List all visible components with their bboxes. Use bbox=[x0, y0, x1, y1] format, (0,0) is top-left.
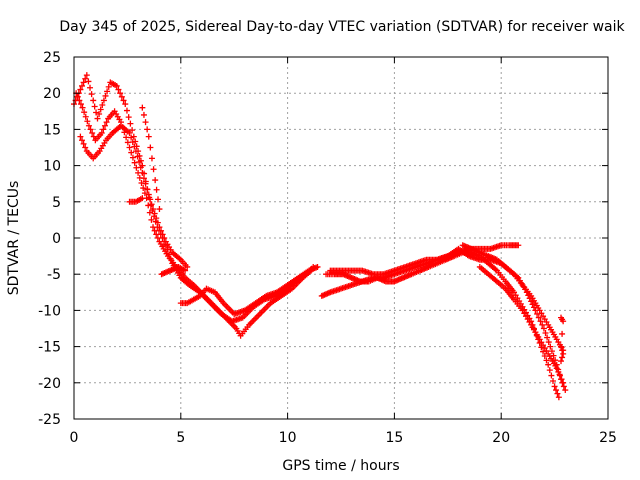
y-tick-label: 5 bbox=[52, 195, 61, 211]
series-track-11 bbox=[476, 263, 567, 386]
y-tick-label: 20 bbox=[43, 86, 61, 102]
x-tick-label: 10 bbox=[279, 430, 297, 446]
x-tick-label: 25 bbox=[599, 430, 617, 446]
y-tick-label: -25 bbox=[38, 412, 61, 428]
y-tick-label: -10 bbox=[38, 303, 61, 319]
y-tick-label: 25 bbox=[43, 50, 61, 66]
y-tick-label: 10 bbox=[43, 159, 61, 175]
data-point-marks bbox=[177, 263, 321, 318]
data-point-marks bbox=[459, 242, 567, 354]
x-tick-label: 15 bbox=[385, 430, 403, 446]
series-track-6 bbox=[177, 263, 321, 318]
data-point-marks bbox=[77, 122, 191, 270]
x-axis-ticks: 0 5 10 15 20 25 bbox=[70, 57, 617, 446]
chart-title: Day 345 of 2025, Sidereal Day-to-day VTE… bbox=[59, 19, 625, 35]
x-tick-label: 5 bbox=[176, 430, 185, 446]
y-tick-label: -20 bbox=[38, 376, 61, 392]
y-tick-label: 0 bbox=[52, 231, 61, 247]
y-axis-ticks: 25 20 15 10 5 0 -5 -10 -15 -20 -25 bbox=[38, 50, 608, 428]
data-point-marks bbox=[476, 263, 567, 386]
y-axis-label: SDTVAR / TECUs bbox=[6, 181, 22, 296]
series-track-4 bbox=[126, 104, 163, 213]
series-track-3 bbox=[77, 122, 191, 270]
data-point-marks bbox=[126, 104, 163, 213]
data-point-marks bbox=[158, 263, 189, 278]
series-track-10 bbox=[459, 242, 567, 354]
x-tick-label: 20 bbox=[492, 430, 510, 446]
series-track-12 bbox=[558, 314, 567, 365]
y-tick-label: 15 bbox=[43, 122, 61, 138]
chart-gridlines bbox=[74, 57, 608, 419]
x-axis-label: GPS time / hours bbox=[282, 458, 399, 474]
y-tick-label: -15 bbox=[38, 340, 61, 356]
series-track-5 bbox=[158, 263, 189, 278]
data-point-marks bbox=[558, 314, 567, 365]
y-tick-label: -5 bbox=[47, 267, 61, 283]
x-tick-label: 0 bbox=[70, 430, 79, 446]
